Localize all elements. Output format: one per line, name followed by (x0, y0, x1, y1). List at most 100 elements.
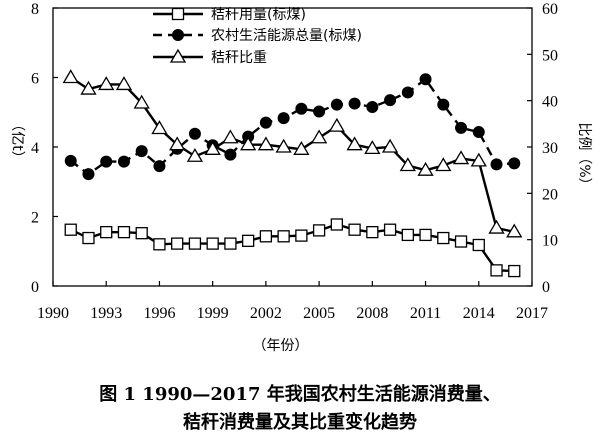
data-point (293, 141, 310, 155)
data-point (295, 102, 308, 115)
data-point (277, 112, 290, 125)
y-left-tick-label: 2 (31, 210, 39, 227)
data-point (381, 138, 399, 153)
data-point (241, 234, 255, 247)
y-right-axis-title: 比例（%） (576, 122, 592, 191)
data-point (328, 117, 345, 132)
data-point (399, 157, 416, 172)
data-point (275, 138, 292, 153)
legend-marker (169, 48, 187, 63)
y-left-tick-label: 6 (31, 71, 39, 88)
y-left-axis-title: （亿t） (9, 117, 25, 165)
data-point (310, 129, 328, 144)
x-axis-title: （年份） (253, 338, 309, 354)
data-point (204, 141, 221, 155)
data-point (364, 140, 381, 155)
data-point (437, 98, 450, 111)
legend-label: 秸秆比重 (211, 50, 267, 66)
data-point (151, 120, 168, 135)
y-right-tick-label: 20 (542, 186, 558, 203)
data-point (171, 237, 184, 250)
chart: 1990 1993 1996 1999 2002 2005 2008 2011 2014 2017… (9, 1, 592, 354)
data-point (188, 237, 202, 250)
data-point (472, 126, 485, 139)
data-point (419, 73, 432, 86)
x-tick-label: 2008 (356, 305, 388, 322)
y-right-tick-label: 30 (542, 140, 558, 157)
data-point (488, 219, 505, 234)
series-straw-share (62, 69, 523, 238)
data-point (490, 264, 503, 277)
series-layer (62, 69, 523, 278)
x-tick-label: 1996 (143, 305, 175, 322)
data-point (153, 160, 166, 173)
data-point (100, 225, 113, 239)
data-point (401, 228, 414, 242)
data-point (508, 157, 521, 170)
data-point (135, 145, 148, 158)
data-point (401, 86, 414, 99)
figure-caption-line-2: 秸秆消费量及其比重变化趋势 (183, 412, 417, 433)
data-point (98, 76, 115, 91)
data-point (313, 105, 326, 118)
data-point (454, 235, 468, 248)
y-right-tick-label: 40 (542, 94, 558, 111)
y-left-tick-label: 8 (31, 1, 39, 18)
data-point (312, 224, 326, 237)
data-point (419, 228, 432, 242)
data-point (224, 148, 237, 161)
data-point (330, 218, 344, 231)
data-point (82, 231, 95, 245)
data-point (133, 94, 150, 109)
data-point (417, 161, 434, 176)
legend-marker (171, 7, 185, 21)
data-point (452, 150, 470, 165)
data-point (169, 136, 186, 151)
legend-marker (172, 29, 184, 41)
legend-label: 秸秆用量(标煤) (211, 7, 306, 23)
y-left-tick-label: 4 (31, 140, 39, 157)
data-point (455, 121, 468, 134)
legend: 秸秆用量(标煤) 农村生活能源总量(标煤) 秸秆比重 (153, 7, 362, 66)
data-point (153, 238, 166, 251)
y-right-tick-label: 0 (542, 279, 550, 296)
data-point (435, 157, 452, 172)
figure-caption-line-1: 图 1 1990—2017 年我国农村生活能源消费量、 (99, 384, 501, 405)
data-point (62, 69, 79, 84)
data-point (277, 230, 290, 243)
data-point (506, 223, 523, 238)
x-tick-label: 2014 (463, 305, 495, 322)
x-tick-label: 1993 (90, 305, 122, 322)
axis-titles: （年份） （亿t） 比例（%） (9, 117, 592, 354)
data-point (348, 97, 361, 110)
data-point (490, 158, 503, 171)
data-point (348, 223, 361, 236)
x-tick-label: 1999 (197, 305, 229, 322)
data-point (100, 155, 113, 168)
data-point (188, 127, 201, 140)
data-point (240, 136, 257, 151)
data-point (64, 154, 77, 167)
data-point (508, 264, 521, 278)
y-right-tick-label: 60 (542, 1, 558, 18)
x-tick-label: 2002 (250, 305, 282, 322)
data-point (259, 116, 272, 129)
data-point (117, 225, 131, 239)
series-line (70, 78, 515, 176)
y-right-tick-label: 50 (542, 47, 558, 64)
data-point (346, 136, 363, 151)
x-tick-label: 2017 (516, 305, 548, 322)
data-point (366, 101, 379, 114)
data-point (206, 237, 219, 250)
data-point (383, 223, 397, 236)
x-tick-label: 1990 (37, 305, 69, 322)
series-rural-energy-total (64, 73, 521, 181)
data-point (366, 225, 379, 239)
data-point (330, 98, 343, 111)
data-point (472, 238, 485, 252)
data-point (259, 230, 273, 243)
data-point (117, 155, 130, 168)
data-point (80, 80, 97, 95)
data-point (224, 237, 237, 250)
x-tick-label: 2011 (410, 305, 441, 322)
